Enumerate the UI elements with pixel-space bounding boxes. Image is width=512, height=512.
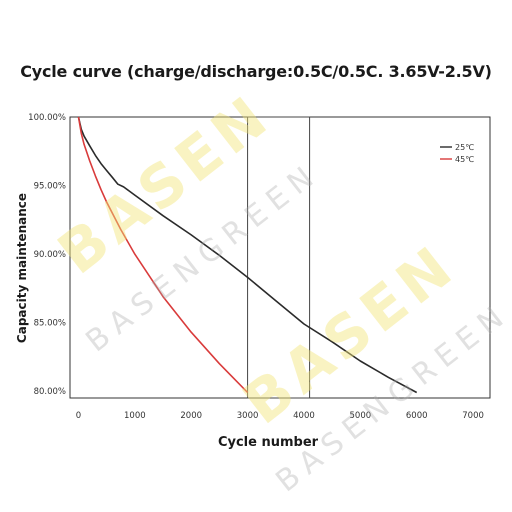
highlight-rect (247, 116, 311, 399)
chart-title: Cycle curve (charge/discharge:0.5C/0.5C.… (20, 62, 492, 81)
y-tick-label: 90.00% (34, 250, 66, 260)
plot-border (69, 116, 491, 399)
series-line (77, 116, 249, 394)
x-tick-label: 5000 (350, 411, 372, 421)
highlight-box (247, 116, 311, 399)
x-tick-label: 1000 (124, 411, 146, 421)
legend-label: 45℃ (455, 155, 474, 164)
y-axis-label: Capacity maintenance (15, 193, 29, 343)
x-tick-label: 2000 (180, 411, 202, 421)
x-axis-label: Cycle number (218, 435, 319, 450)
x-tick-label: 3000 (237, 411, 259, 421)
y-tick-label: 85.00% (34, 319, 66, 329)
y-tick-label: 100.00% (28, 113, 66, 123)
series-lines (77, 116, 418, 394)
y-axis-ticks: 100.00% 95.00% 90.00% 85.00% 80.00% (28, 113, 66, 397)
series-line (77, 116, 418, 394)
x-axis-ticks: 0 1000 2000 3000 4000 5000 6000 7000 (76, 411, 484, 421)
y-tick-label: 95.00% (34, 182, 66, 192)
legend: 25℃45℃ (440, 143, 474, 164)
x-tick-label: 7000 (462, 411, 484, 421)
x-tick-label: 4000 (293, 411, 315, 421)
legend-label: 25℃ (455, 143, 474, 152)
x-tick-label: 6000 (406, 411, 428, 421)
y-tick-label: 80.00% (34, 387, 66, 397)
plot-frame (69, 116, 491, 399)
x-tick-label: 0 (76, 411, 81, 421)
